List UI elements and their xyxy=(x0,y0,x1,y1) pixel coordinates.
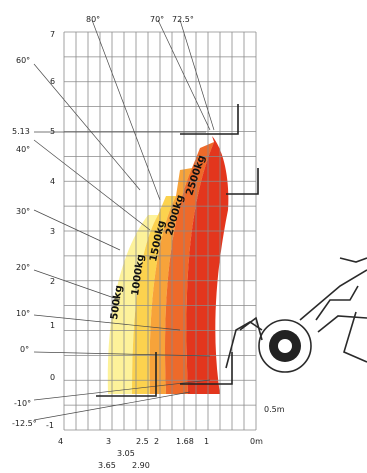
angle-60: 60° xyxy=(16,56,30,65)
telehandler-machine xyxy=(225,257,367,373)
y-tick-2: 2 xyxy=(50,277,55,286)
x-subtick-290: 2.90 xyxy=(132,461,150,470)
dimension-label: 0.5m xyxy=(264,405,285,414)
angle-neg10: -10° xyxy=(14,399,31,408)
y-tick-7: 7 xyxy=(50,30,55,39)
x-tick-0m: 0m xyxy=(250,437,263,446)
y-tick-4: 4 xyxy=(50,177,55,186)
zone-500kg xyxy=(107,215,158,394)
zone-1000kg xyxy=(132,196,176,394)
y-tick-neg1: -1 xyxy=(46,421,54,430)
angle-72-5: 72.5° xyxy=(172,15,194,24)
angle-80: 80° xyxy=(86,15,100,24)
angle-guide-lines xyxy=(33,19,215,421)
grid xyxy=(63,31,257,431)
zone-2000kg xyxy=(165,142,214,394)
angle-40: 40° xyxy=(16,145,30,154)
y-tick-1: 1 xyxy=(50,321,55,330)
angle-70: 70° xyxy=(150,15,164,24)
angle-20: 20° xyxy=(16,263,30,272)
x-tick-2: 2 xyxy=(154,437,159,446)
x-tick-4: 4 xyxy=(58,437,63,446)
y-tick-0: 0 xyxy=(50,373,55,382)
y-tick-6: 6 xyxy=(50,77,55,86)
angle-neg12-5: -12.5° xyxy=(12,419,37,428)
zone-2500kg xyxy=(186,136,229,394)
x-subtick-168: 1.68 xyxy=(176,437,194,446)
fork-brackets xyxy=(96,104,259,397)
x-tick-1: 1 xyxy=(204,437,209,446)
y-tick-5: 5 xyxy=(50,127,55,136)
y-tick-3: 3 xyxy=(50,227,55,236)
x-subtick-365: 3.65 xyxy=(98,461,116,470)
zone-label-500kg: 500kg xyxy=(109,285,125,321)
x-tick-3: 3 xyxy=(106,437,111,446)
angle-10: 10° xyxy=(16,309,30,318)
max-height-label: 5.13 xyxy=(12,127,30,136)
x-subtick-25: 2.5 xyxy=(136,437,149,446)
angle-0: 0° xyxy=(20,345,29,354)
x-subtick-305: 3.05 xyxy=(117,449,135,458)
angle-30: 30° xyxy=(16,207,30,216)
